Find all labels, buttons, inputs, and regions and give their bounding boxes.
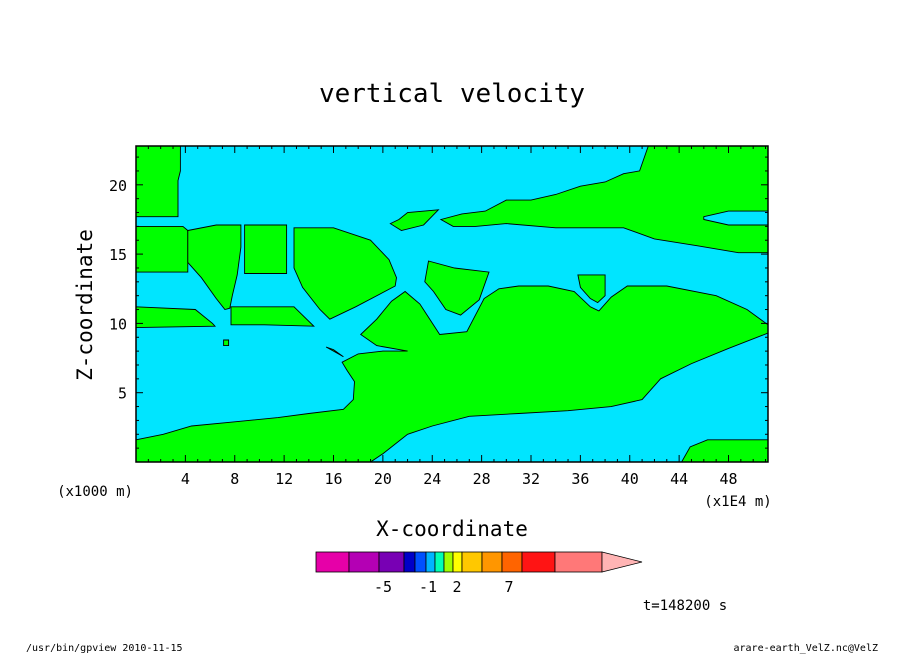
x-tick-label: 16 (324, 470, 342, 488)
colorbar-label: -1 (419, 578, 437, 596)
y-tick-label: 5 (118, 385, 127, 403)
x-tick-label: 20 (374, 470, 392, 488)
colorbar-segment (461, 551, 483, 573)
x-tick-label: 4 (181, 470, 190, 488)
colorbar-segment (554, 551, 603, 573)
x-tick-label: 12 (275, 470, 293, 488)
colorbar-segment (378, 551, 405, 573)
x-tick-label: 32 (522, 470, 540, 488)
contour-region-7 (389, 209, 440, 231)
colorbar-segment (348, 551, 380, 573)
x-tick-label: 44 (670, 470, 688, 488)
contour-region-9 (424, 260, 490, 316)
y-unit-label: (x1E4 m) (704, 494, 771, 510)
y-tick-label: 10 (109, 315, 127, 333)
x-tick-label: 8 (230, 470, 239, 488)
x-axis-label: X-coordinate (376, 517, 528, 541)
x-tick-label: 40 (621, 470, 639, 488)
contour-region-11 (135, 285, 769, 463)
y-tick-label: 20 (109, 177, 127, 195)
colorbar-segment (481, 551, 503, 573)
contour-region-0 (135, 145, 181, 218)
colorbar-segment (425, 551, 436, 573)
x-tick-label: 36 (571, 470, 589, 488)
contour-region-14 (325, 346, 344, 358)
colorbar-segment (414, 551, 427, 573)
y-axis-label: Z-coordinate (73, 229, 97, 381)
footer-left: /usr/bin/gpview 2010-11-15 (26, 643, 183, 654)
contour-region-2 (187, 224, 242, 311)
contour-regions (135, 145, 769, 463)
colorbar-segment (452, 551, 463, 573)
contour-region-1 (135, 225, 189, 273)
colorbar-arrow (601, 551, 643, 573)
x-tick-label: 28 (473, 470, 491, 488)
x-unit-label: (x1000 m) (57, 484, 133, 500)
contour-region-6 (230, 306, 315, 327)
colorbar-label: -5 (374, 578, 392, 596)
colorbar-segment (521, 551, 556, 573)
contour-region-13 (223, 339, 230, 347)
colorbar-segment (501, 551, 523, 573)
contour-region-3 (244, 224, 288, 274)
y-tick-label: 15 (109, 246, 127, 264)
time-label: t=148200 s (643, 598, 727, 614)
colorbar-segment (403, 551, 416, 573)
colorbar-label: 7 (504, 578, 513, 596)
contour-region-10 (577, 274, 606, 304)
x-axis-ticks: 4 8 12 16 20 24 28 32 36 40 44 48 (147, 146, 767, 488)
colorbar-segment (315, 551, 350, 573)
x-tick-label: 48 (719, 470, 737, 488)
y-axis-ticks: 5 10 15 20 (109, 156, 768, 449)
footer-right: arare-earth_VelZ.nc@VelZ (734, 643, 879, 654)
colorbar: -5 -1 2 7 (315, 551, 643, 596)
contour-region-4 (293, 227, 397, 320)
x-tick-label: 24 (423, 470, 441, 488)
plot-frame (135, 145, 769, 463)
colorbar-label: 2 (452, 578, 461, 596)
colorbar-segment (443, 551, 454, 573)
colorbar-segment (434, 551, 445, 573)
chart-title: vertical velocity (319, 79, 585, 109)
